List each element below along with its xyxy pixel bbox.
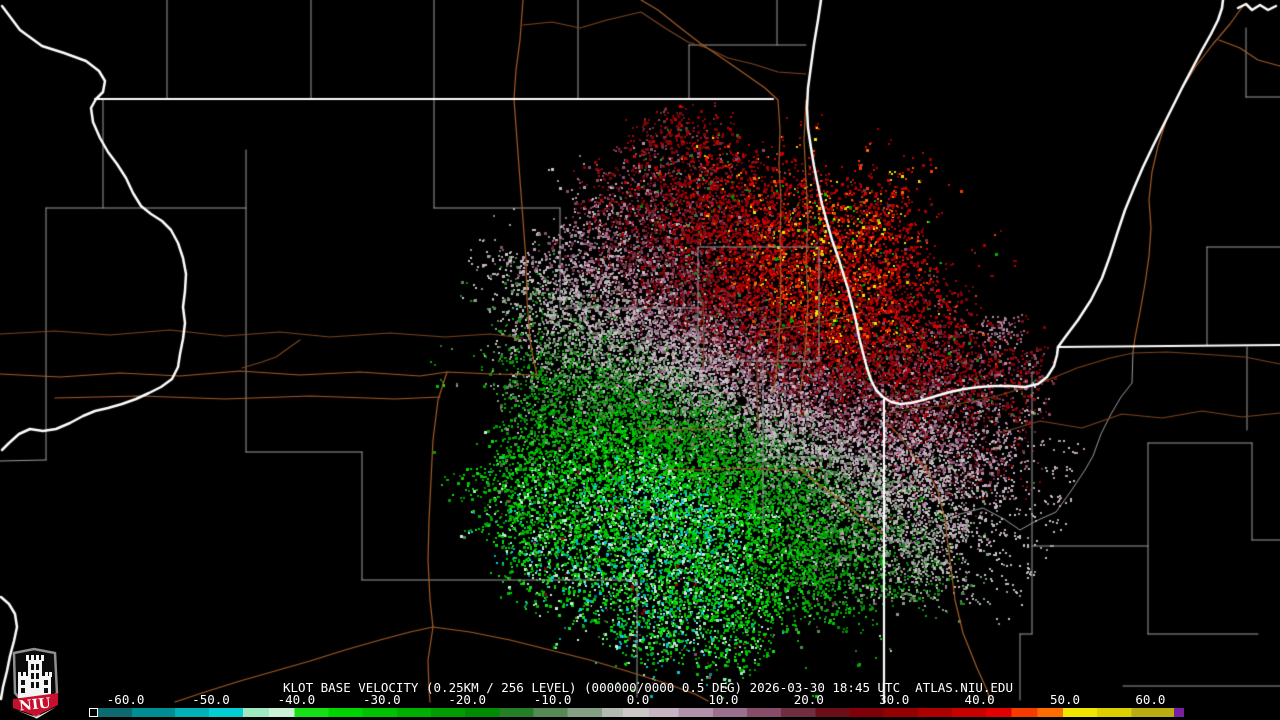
colorbar — [89, 708, 1184, 717]
colorbar-label: 0.0 — [626, 692, 650, 707]
colorbar-label: 40.0 — [964, 692, 995, 707]
niu-logo-text: NIU — [18, 695, 51, 714]
colorbar-label: -10.0 — [533, 692, 572, 707]
colorbar-gradient — [98, 708, 1174, 717]
colorbar-label: 30.0 — [879, 692, 910, 707]
colorbar-label: 50.0 — [1049, 692, 1081, 707]
colorbar-label: 60.0 — [1135, 692, 1166, 707]
colorbar-rf-cap — [1174, 708, 1184, 717]
product-caption: KLOT BASE VELOCITY (0.25KM / 256 LEVEL) … — [283, 680, 1013, 695]
niu-logo: NIU — [12, 647, 59, 719]
colorbar-label: -60.0 — [106, 692, 145, 707]
colorbar-label: -50.0 — [192, 692, 230, 707]
colorbar-label: -40.0 — [277, 692, 316, 707]
niu-red-band — [13, 693, 58, 716]
colorbar-label: -20.0 — [448, 692, 487, 707]
niu-castle-windows — [21, 664, 48, 693]
colorbar-label: -30.0 — [362, 692, 401, 707]
colorbar-label: 20.0 — [793, 692, 824, 707]
colorbar-min-tick — [89, 708, 98, 717]
colorbar-label: 10.0 — [708, 692, 739, 707]
colorbar-scale-labels: -60.0 -50.0 -40.0 -30.0 -20.0 -10.0 0.0 10.0 20.… — [0, 693, 1280, 706]
